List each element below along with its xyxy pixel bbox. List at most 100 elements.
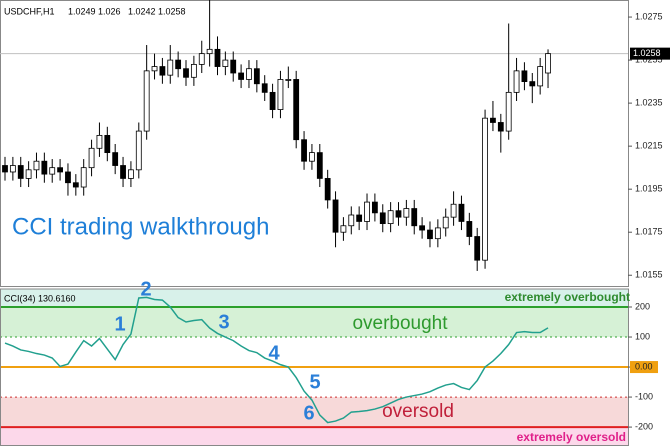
candle-body: [474, 236, 481, 261]
zone: [0, 427, 628, 446]
candle-body: [309, 152, 315, 162]
candle-body: [403, 208, 410, 218]
zone: [0, 397, 628, 428]
zone-label: overbought: [352, 313, 448, 334]
candle-body: [395, 210, 402, 218]
y-tick-label: 1.0175: [635, 227, 663, 237]
y-tick-label: 1.0155: [635, 270, 663, 280]
candle-body: [112, 152, 119, 166]
candle-body: [364, 201, 370, 222]
chart-title: CCI(34) 130.6160: [4, 293, 76, 303]
candle-body: [9, 165, 16, 173]
candle-body: [72, 182, 79, 188]
candle-body: [497, 122, 504, 132]
candle-body: [167, 59, 174, 76]
y-tick-label: 200: [635, 301, 650, 311]
candle-body: [151, 66, 158, 72]
y-tick-label: -200: [635, 421, 653, 431]
candle-body: [513, 70, 520, 93]
candle-body: [80, 167, 87, 188]
chart-title: USDCHF,H1: [4, 6, 55, 16]
ohlc-value: 1.026: [98, 6, 121, 16]
candle-body: [17, 165, 24, 179]
y-tick-label: -100: [635, 391, 653, 401]
step-number: 5: [309, 371, 320, 393]
step-number: 6: [303, 402, 314, 424]
candle-body: [238, 72, 245, 80]
candle-body: [316, 152, 323, 179]
candle-body: [356, 214, 363, 222]
step-number: 4: [268, 342, 280, 364]
candle-body: [529, 81, 536, 87]
candle-body: [222, 59, 229, 67]
y-tick-label: 1.0195: [635, 184, 663, 194]
candle-body: [159, 66, 166, 76]
candle-body: [57, 167, 63, 173]
candle-body: [537, 66, 544, 87]
current-price-label: 1.0258: [633, 48, 661, 58]
candle-body: [246, 68, 252, 80]
candle-body: [120, 165, 126, 179]
candle-body: [482, 117, 488, 261]
candle-body: [466, 221, 473, 237]
candle-body: [277, 79, 284, 110]
candle-body: [340, 225, 347, 233]
candle-body: [88, 147, 95, 169]
current-price-box: [630, 47, 670, 60]
candle-body: [301, 139, 307, 162]
ohlc-value: 1.0242: [128, 6, 156, 16]
cci-line: [4, 296, 549, 424]
candle-body: [41, 160, 48, 175]
tick-box: [630, 361, 658, 374]
candle-body: [2, 165, 8, 173]
candle-body: [293, 79, 300, 141]
candle-body: [371, 201, 378, 214]
zone-label: extremely overbought: [505, 290, 630, 304]
candle-body: [96, 134, 103, 149]
candle-body: [104, 134, 111, 154]
step-number: 3: [218, 311, 229, 333]
candle-body: [269, 91, 276, 110]
annotation: CCI trading walkthrough: [12, 213, 269, 240]
candle-body: [33, 160, 40, 171]
candle-body: [25, 169, 32, 179]
y-tick-label: 1.0275: [635, 11, 663, 21]
candle-body: [348, 214, 355, 227]
candle-body: [419, 225, 426, 231]
candle-body: [206, 48, 213, 55]
step-number: 2: [140, 278, 151, 300]
candle-body: [545, 53, 551, 74]
candle-body: [442, 216, 449, 229]
candle-body: [128, 169, 134, 179]
y-tick-label: 0.00: [635, 361, 653, 371]
candle-body: [253, 68, 260, 85]
candle-body: [49, 167, 56, 175]
candle-body: [458, 203, 465, 222]
candle-body: [135, 130, 142, 171]
candle-body: [285, 79, 292, 81]
ohlc-value: 1.0258: [158, 6, 186, 16]
candle-body: [261, 83, 268, 93]
zone-label: extremely oversold: [517, 430, 626, 444]
candle-body: [450, 203, 457, 218]
candle-body: [434, 227, 441, 240]
candle-body: [379, 212, 386, 225]
candle-body: [175, 59, 182, 70]
panel-border: [0, 0, 629, 287]
y-tick-label: 1.0215: [635, 141, 663, 151]
candle-body: [324, 178, 331, 201]
candle-body: [190, 63, 197, 78]
candle-body: [505, 91, 512, 132]
candle-body: [427, 229, 433, 240]
candle-body: [490, 117, 496, 123]
candle-body: [332, 199, 339, 233]
y-tick-label: 100: [635, 331, 650, 341]
candle-body: [521, 70, 528, 83]
candle-body: [65, 171, 71, 184]
candle-body: [411, 208, 418, 227]
candle-body: [183, 68, 189, 78]
zone-label: oversold: [382, 401, 454, 422]
step-number: 1: [114, 313, 125, 335]
zone: [0, 289, 628, 308]
